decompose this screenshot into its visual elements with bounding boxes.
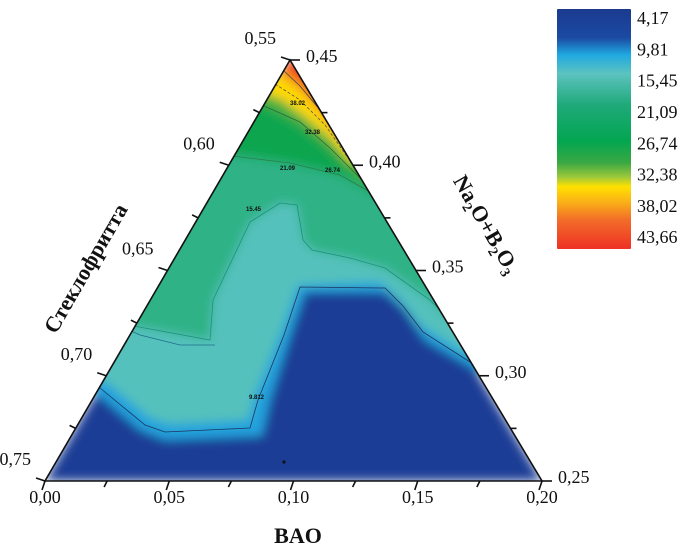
- left-tick: [69, 424, 76, 430]
- contour-labels: 38.02 32.38 21.09 26.74 15.45 9.812: [246, 101, 341, 401]
- contour-label-21-09: 21.09: [280, 166, 296, 172]
- bottom-tick: [103, 480, 108, 488]
- left-tick-label: 0,60: [183, 133, 215, 153]
- left-tick: [191, 214, 199, 219]
- colorbar-label: 9,81: [637, 39, 669, 59]
- bottom-tick: [476, 480, 481, 488]
- left-tick: [130, 319, 138, 324]
- bottom-tick: [165, 480, 171, 491]
- bottom-tick: [227, 480, 233, 488]
- right-tick-label: 0,30: [495, 362, 527, 382]
- left-tick-label: 0,55: [245, 28, 277, 48]
- left-tick: [35, 477, 46, 482]
- axis-ticks: [35, 56, 552, 491]
- right-tick-label: 0,35: [432, 257, 464, 277]
- right-tick-label: 0,45: [306, 46, 338, 66]
- colorbar-label: 38,02: [637, 196, 678, 216]
- bottom-tick-label: 0,10: [278, 487, 310, 507]
- bottom-tick: [538, 480, 543, 491]
- axis-tick-labels: 0,00 0,05 0,10 0,15 0,20 0,55 0,60 0,65 0,70 0,75…: [0, 28, 590, 507]
- contour-line-9-81: [99, 286, 471, 433]
- bottom-tick-label: 0,00: [29, 487, 61, 507]
- contour-line-32-38: [274, 83, 349, 159]
- colorbar-label: 26,74: [637, 133, 678, 153]
- left-tick-label: 0,70: [61, 344, 93, 364]
- bottom-tick: [289, 480, 295, 491]
- colorbar-label: 32,38: [637, 165, 678, 185]
- bottom-tick-label: 0,05: [154, 487, 186, 507]
- contour-line-21-09: [231, 155, 371, 193]
- colorbar-label: 4,17: [637, 8, 669, 28]
- contour-label-38-02: 38.02: [290, 101, 306, 107]
- colorbar-gradient: [557, 9, 631, 249]
- contour-label-26-74: 26.74: [325, 168, 341, 174]
- colorbar-label: 21,09: [637, 102, 678, 122]
- left-tick: [96, 371, 107, 377]
- colorbar-label: 15,45: [637, 71, 678, 91]
- left-tick: [280, 56, 291, 61]
- data-point-marker: [282, 460, 286, 464]
- contour-label-32-38: 32.38: [305, 130, 321, 136]
- right-tick-label: 0,25: [558, 467, 590, 487]
- left-axis-title: Стеклофритта: [38, 199, 132, 337]
- colorbar-legend: 4,17 9,81 15,45 21,09 26,74 32,38 38,02 43,66: [557, 8, 678, 249]
- bottom-axis-title: BAO: [274, 523, 322, 548]
- contour-line-26-74: [261, 104, 361, 179]
- left-tick: [253, 108, 260, 114]
- left-tick: [158, 266, 168, 272]
- contour-line-15-45: [111, 202, 449, 341]
- contour-label-9-812: 9.812: [249, 395, 265, 401]
- contour-surface: [45, 60, 542, 481]
- bottom-tick: [351, 480, 357, 488]
- bottom-tick-label: 0,20: [526, 487, 558, 507]
- colorbar-label: 43,66: [637, 227, 678, 247]
- left-tick: [219, 161, 230, 167]
- bottom-tick: [413, 480, 419, 491]
- bottom-tick: [41, 480, 46, 491]
- bottom-tick-label: 0,15: [402, 487, 434, 507]
- left-tick-label: 0,65: [122, 239, 154, 259]
- contour-label-15-45: 15.45: [246, 207, 262, 213]
- right-tick-label: 0,40: [369, 151, 401, 171]
- left-tick-label: 0,75: [0, 449, 31, 469]
